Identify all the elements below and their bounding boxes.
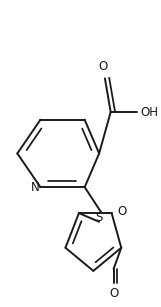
Text: O: O [98,60,108,72]
Text: OH: OH [141,106,159,119]
Text: N: N [31,181,40,194]
Text: O: O [117,205,127,218]
Text: S: S [95,212,103,224]
Text: O: O [109,287,118,300]
